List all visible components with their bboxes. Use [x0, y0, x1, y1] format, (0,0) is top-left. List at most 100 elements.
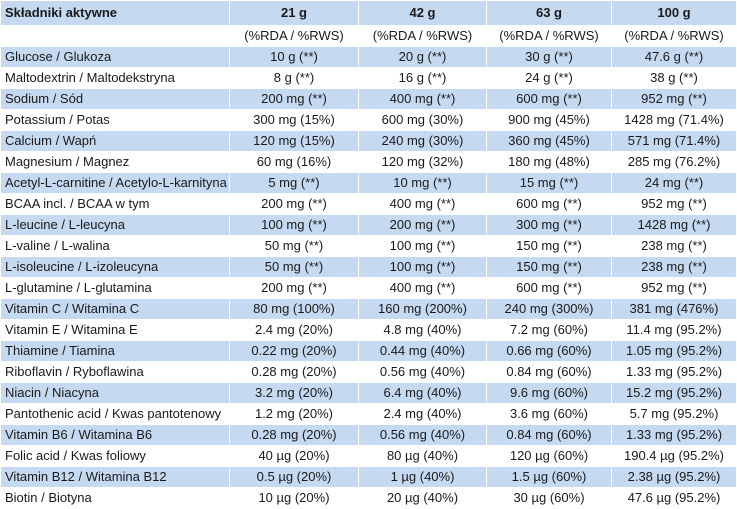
amount-cell: 47.6 g (**) — [611, 46, 737, 68]
ingredient-name: Magnesium / Magnez — [0, 151, 230, 173]
amount-cell: 5 mg (**) — [229, 172, 359, 194]
amount-cell: 952 mg (**) — [611, 193, 737, 215]
amount-cell: 100 mg (**) — [229, 214, 359, 236]
table-row: L-isoleucine / L-izoleucyna 50 mg (**) 100… — [0, 256, 737, 278]
amount-cell: 0.22 mg (20%) — [229, 340, 359, 362]
amount-cell: 240 mg (300%) — [486, 298, 612, 320]
amount-cell: 0.28 mg (20%) — [229, 424, 359, 446]
amount-cell: 24 mg (**) — [611, 172, 737, 194]
table-row: L-leucine / L-leucyna 100 mg (**) 200 mg (… — [0, 214, 737, 236]
amount-cell: 10 g (**) — [229, 46, 359, 68]
amount-cell: 4.8 mg (40%) — [358, 319, 487, 341]
ingredient-name: L-valine / L-walina — [0, 235, 230, 257]
amount-cell: 0.56 mg (40%) — [358, 424, 487, 446]
amount-cell: 9.6 mg (60%) — [486, 382, 612, 404]
amount-cell: 952 mg (**) — [611, 88, 737, 110]
subheader-rda: (%RDA / %RWS) — [358, 25, 487, 47]
table-row: Biotin / Biotyna 10 µg (20%) 20 µg (40%) 30… — [0, 487, 737, 509]
table-row: Acetyl-L-carnitine / Acetylo-L-karnityna… — [0, 172, 737, 194]
ingredient-name: Vitamin C / Witamina C — [0, 298, 230, 320]
table-row: Glucose / Glukoza 10 g (**) 20 g (**) 30 g … — [0, 46, 737, 68]
ingredient-name: Vitamin E / Witamina E — [0, 319, 230, 341]
amount-cell: 11.4 mg (95.2%) — [611, 319, 737, 341]
amount-cell: 1.5 µg (60%) — [486, 466, 612, 488]
amount-cell: 0.5 µg (20%) — [229, 466, 359, 488]
amount-cell: 1428 mg (**) — [611, 214, 737, 236]
amount-cell: 2.4 mg (20%) — [229, 319, 359, 341]
amount-cell: 1428 mg (71.4%) — [611, 109, 737, 131]
ingredient-name: Vitamin B12 / Witamina B12 — [0, 466, 230, 488]
amount-cell: 5.7 mg (95.2%) — [611, 403, 737, 425]
amount-cell: 100 mg (**) — [358, 235, 487, 257]
amount-cell: 60 mg (16%) — [229, 151, 359, 173]
ingredient-name: Acetyl-L-carnitine / Acetylo-L-karnityna — [0, 172, 230, 194]
amount-cell: 600 mg (**) — [486, 277, 612, 299]
amount-cell: 952 mg (**) — [611, 277, 737, 299]
amount-cell: 120 mg (32%) — [358, 151, 487, 173]
amount-cell: 120 mg (15%) — [229, 130, 359, 152]
amount-cell: 2.4 mg (40%) — [358, 403, 487, 425]
subheader-rda: (%RDA / %RWS) — [486, 25, 612, 47]
amount-cell: 10 µg (20%) — [229, 487, 359, 509]
amount-cell: 1 µg (40%) — [358, 466, 487, 488]
table-row: Potassium / Potas 300 mg (15%) 600 mg (30%… — [0, 109, 737, 131]
amount-cell: 600 mg (**) — [486, 88, 612, 110]
ingredient-name: Thiamine / Tiamina — [0, 340, 230, 362]
amount-cell: 2.38 µg (95.2%) — [611, 466, 737, 488]
amount-cell: 47.6 µg (95.2%) — [611, 487, 737, 509]
amount-cell: 0.28 mg (20%) — [229, 361, 359, 383]
amount-cell: 180 mg (48%) — [486, 151, 612, 173]
amount-cell: 30 µg (60%) — [486, 487, 612, 509]
header-title: Składniki aktywne — [0, 0, 230, 26]
amount-cell: 1.33 mg (95.2%) — [611, 361, 737, 383]
ingredient-name: BCAA incl. / BCAA w tym — [0, 193, 230, 215]
table-row: Calcium / Wapń 120 mg (15%) 240 mg (30%) 36… — [0, 130, 737, 152]
header-dose-42g: 42 g — [358, 0, 487, 26]
amount-cell: 240 mg (30%) — [358, 130, 487, 152]
header-dose-63g: 63 g — [486, 0, 612, 26]
header-dose-21g: 21 g — [229, 0, 359, 26]
amount-cell: 381 mg (476%) — [611, 298, 737, 320]
subheader-row: (%RDA / %RWS) (%RDA / %RWS) (%RDA / %RWS… — [0, 25, 737, 47]
amount-cell: 3.6 mg (60%) — [486, 403, 612, 425]
amount-cell: 1.05 mg (95.2%) — [611, 340, 737, 362]
table-row: L-valine / L-walina 50 mg (**) 100 mg (**)… — [0, 235, 737, 257]
table-row: Pantothenic acid / Kwas pantotenowy 1.2 m… — [0, 403, 737, 425]
amount-cell: 600 mg (30%) — [358, 109, 487, 131]
amount-cell: 10 mg (**) — [358, 172, 487, 194]
amount-cell: 0.66 mg (60%) — [486, 340, 612, 362]
amount-cell: 24 g (**) — [486, 67, 612, 89]
amount-cell: 7.2 mg (60%) — [486, 319, 612, 341]
ingredient-name: Folic acid / Kwas foliowy — [0, 445, 230, 467]
amount-cell: 20 µg (40%) — [358, 487, 487, 509]
amount-cell: 400 mg (**) — [358, 193, 487, 215]
table-row: Vitamin C / Witamina C 80 mg (100%) 160 mg… — [0, 298, 737, 320]
header-dose-100g: 100 g — [611, 0, 737, 26]
amount-cell: 0.44 mg (40%) — [358, 340, 487, 362]
amount-cell: 300 mg (15%) — [229, 109, 359, 131]
amount-cell: 900 mg (45%) — [486, 109, 612, 131]
amount-cell: 30 g (**) — [486, 46, 612, 68]
ingredient-name: Sodium / Sód — [0, 88, 230, 110]
amount-cell: 600 mg (**) — [486, 193, 612, 215]
table-row: Thiamine / Tiamina 0.22 mg (20%) 0.44 mg (… — [0, 340, 737, 362]
amount-cell: 50 mg (**) — [229, 235, 359, 257]
amount-cell: 0.84 mg (60%) — [486, 424, 612, 446]
amount-cell: 190.4 µg (95.2%) — [611, 445, 737, 467]
table-row: Vitamin E / Witamina E 2.4 mg (20%) 4.8 mg… — [0, 319, 737, 341]
amount-cell: 15.2 mg (95.2%) — [611, 382, 737, 404]
amount-cell: 571 mg (71.4%) — [611, 130, 737, 152]
amount-cell: 80 µg (40%) — [358, 445, 487, 467]
ingredient-name: Glucose / Glukoza — [0, 46, 230, 68]
amount-cell: 8 g (**) — [229, 67, 359, 89]
ingredient-name: Pantothenic acid / Kwas pantotenowy — [0, 403, 230, 425]
amount-cell: 200 mg (**) — [358, 214, 487, 236]
subheader-empty — [0, 25, 230, 47]
amount-cell: 150 mg (**) — [486, 256, 612, 278]
amount-cell: 238 mg (**) — [611, 256, 737, 278]
table-row: Vitamin B12 / Witamina B12 0.5 µg (20%) 1 … — [0, 466, 737, 488]
amount-cell: 20 g (**) — [358, 46, 487, 68]
amount-cell: 80 mg (100%) — [229, 298, 359, 320]
ingredient-name: L-glutamine / L-glutamina — [0, 277, 230, 299]
